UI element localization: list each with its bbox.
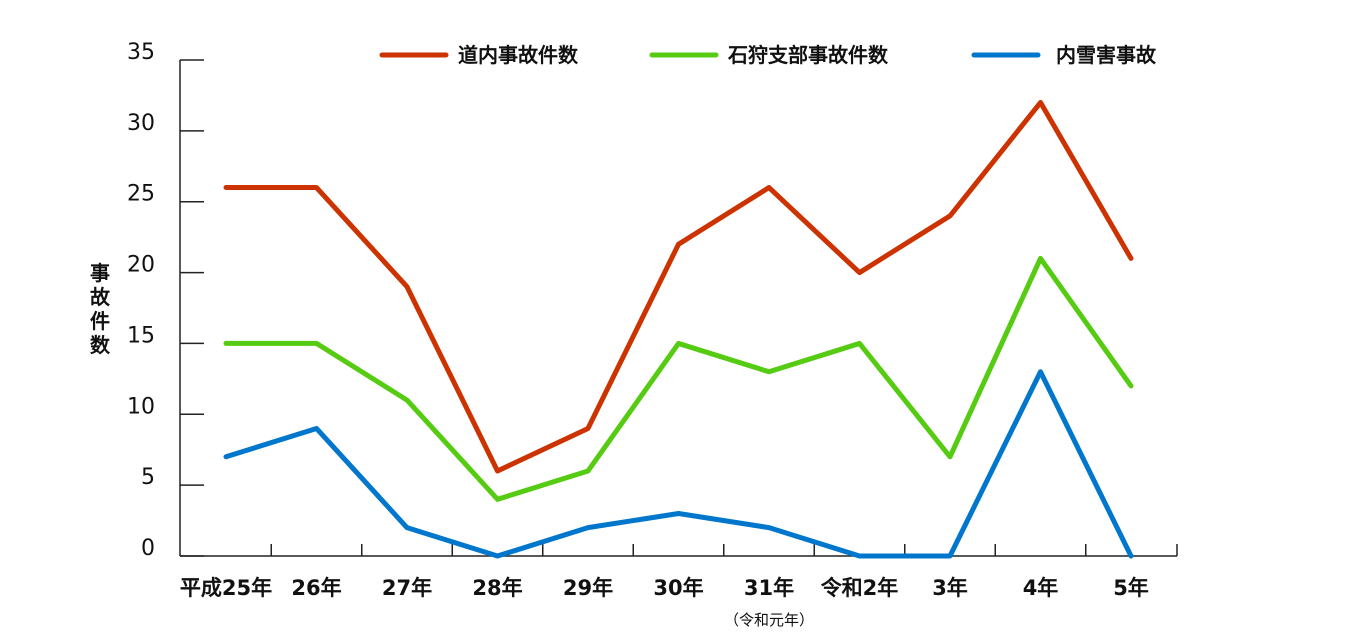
y-axis-title: 事故件数 [90,261,111,357]
series-lines [223,100,1134,559]
y-tick-label: 15 [127,323,155,348]
y-axis-label: 事故件数 [90,261,111,357]
x-tick-label: 31年 [744,576,794,600]
y-tick-label: 10 [127,394,155,419]
series-line-2 [223,255,1134,502]
x-tick-label: 4年 [1023,576,1059,600]
legend-label: 内雪害事故 [1056,43,1157,67]
y-axis-ticks: 0 5 10 15 20 25 30 35 [127,40,204,561]
legend: 道内事故件数 石狩支部事故件数 内雪害事故 [379,43,1157,67]
x-tick-label: 30年 [653,576,703,600]
x-tick-label: 令和2年 [821,576,899,600]
y-tick-label: 35 [127,40,155,65]
x-tick-label: 29年 [563,576,613,600]
legend-label: 道内事故件数 [458,43,579,67]
y-tick-label: 25 [127,182,155,207]
series-line-3 [223,369,1134,559]
y-tick-label: 0 [141,536,155,561]
x-tick-label: 平成25年 [180,576,272,600]
x-tick-label: 5年 [1113,576,1149,600]
series-line-1 [223,100,1134,474]
legend-item: 石狩支部事故件数 [649,43,889,67]
x-tick-label: 27年 [382,576,432,600]
x-tick-label: 26年 [291,576,341,600]
legend-item: 道内事故件数 [379,43,579,67]
x-tick-note: （令和元年） [724,611,814,629]
axes [179,60,1177,557]
y-tick-label: 20 [127,253,155,278]
x-axis-ticks: 平成25年 26年 27年 28年 29年 30年 31年 （令和元年） 令和2年 3年 4年 5年 [180,544,1178,629]
x-tick-label: 3年 [932,576,968,600]
legend-label: 石狩支部事故件数 [727,43,889,67]
y-tick-label: 30 [127,111,155,136]
legend-item: 内雪害事故 [971,43,1157,67]
y-tick-label: 5 [141,465,155,490]
x-tick-label: 28年 [472,576,522,600]
